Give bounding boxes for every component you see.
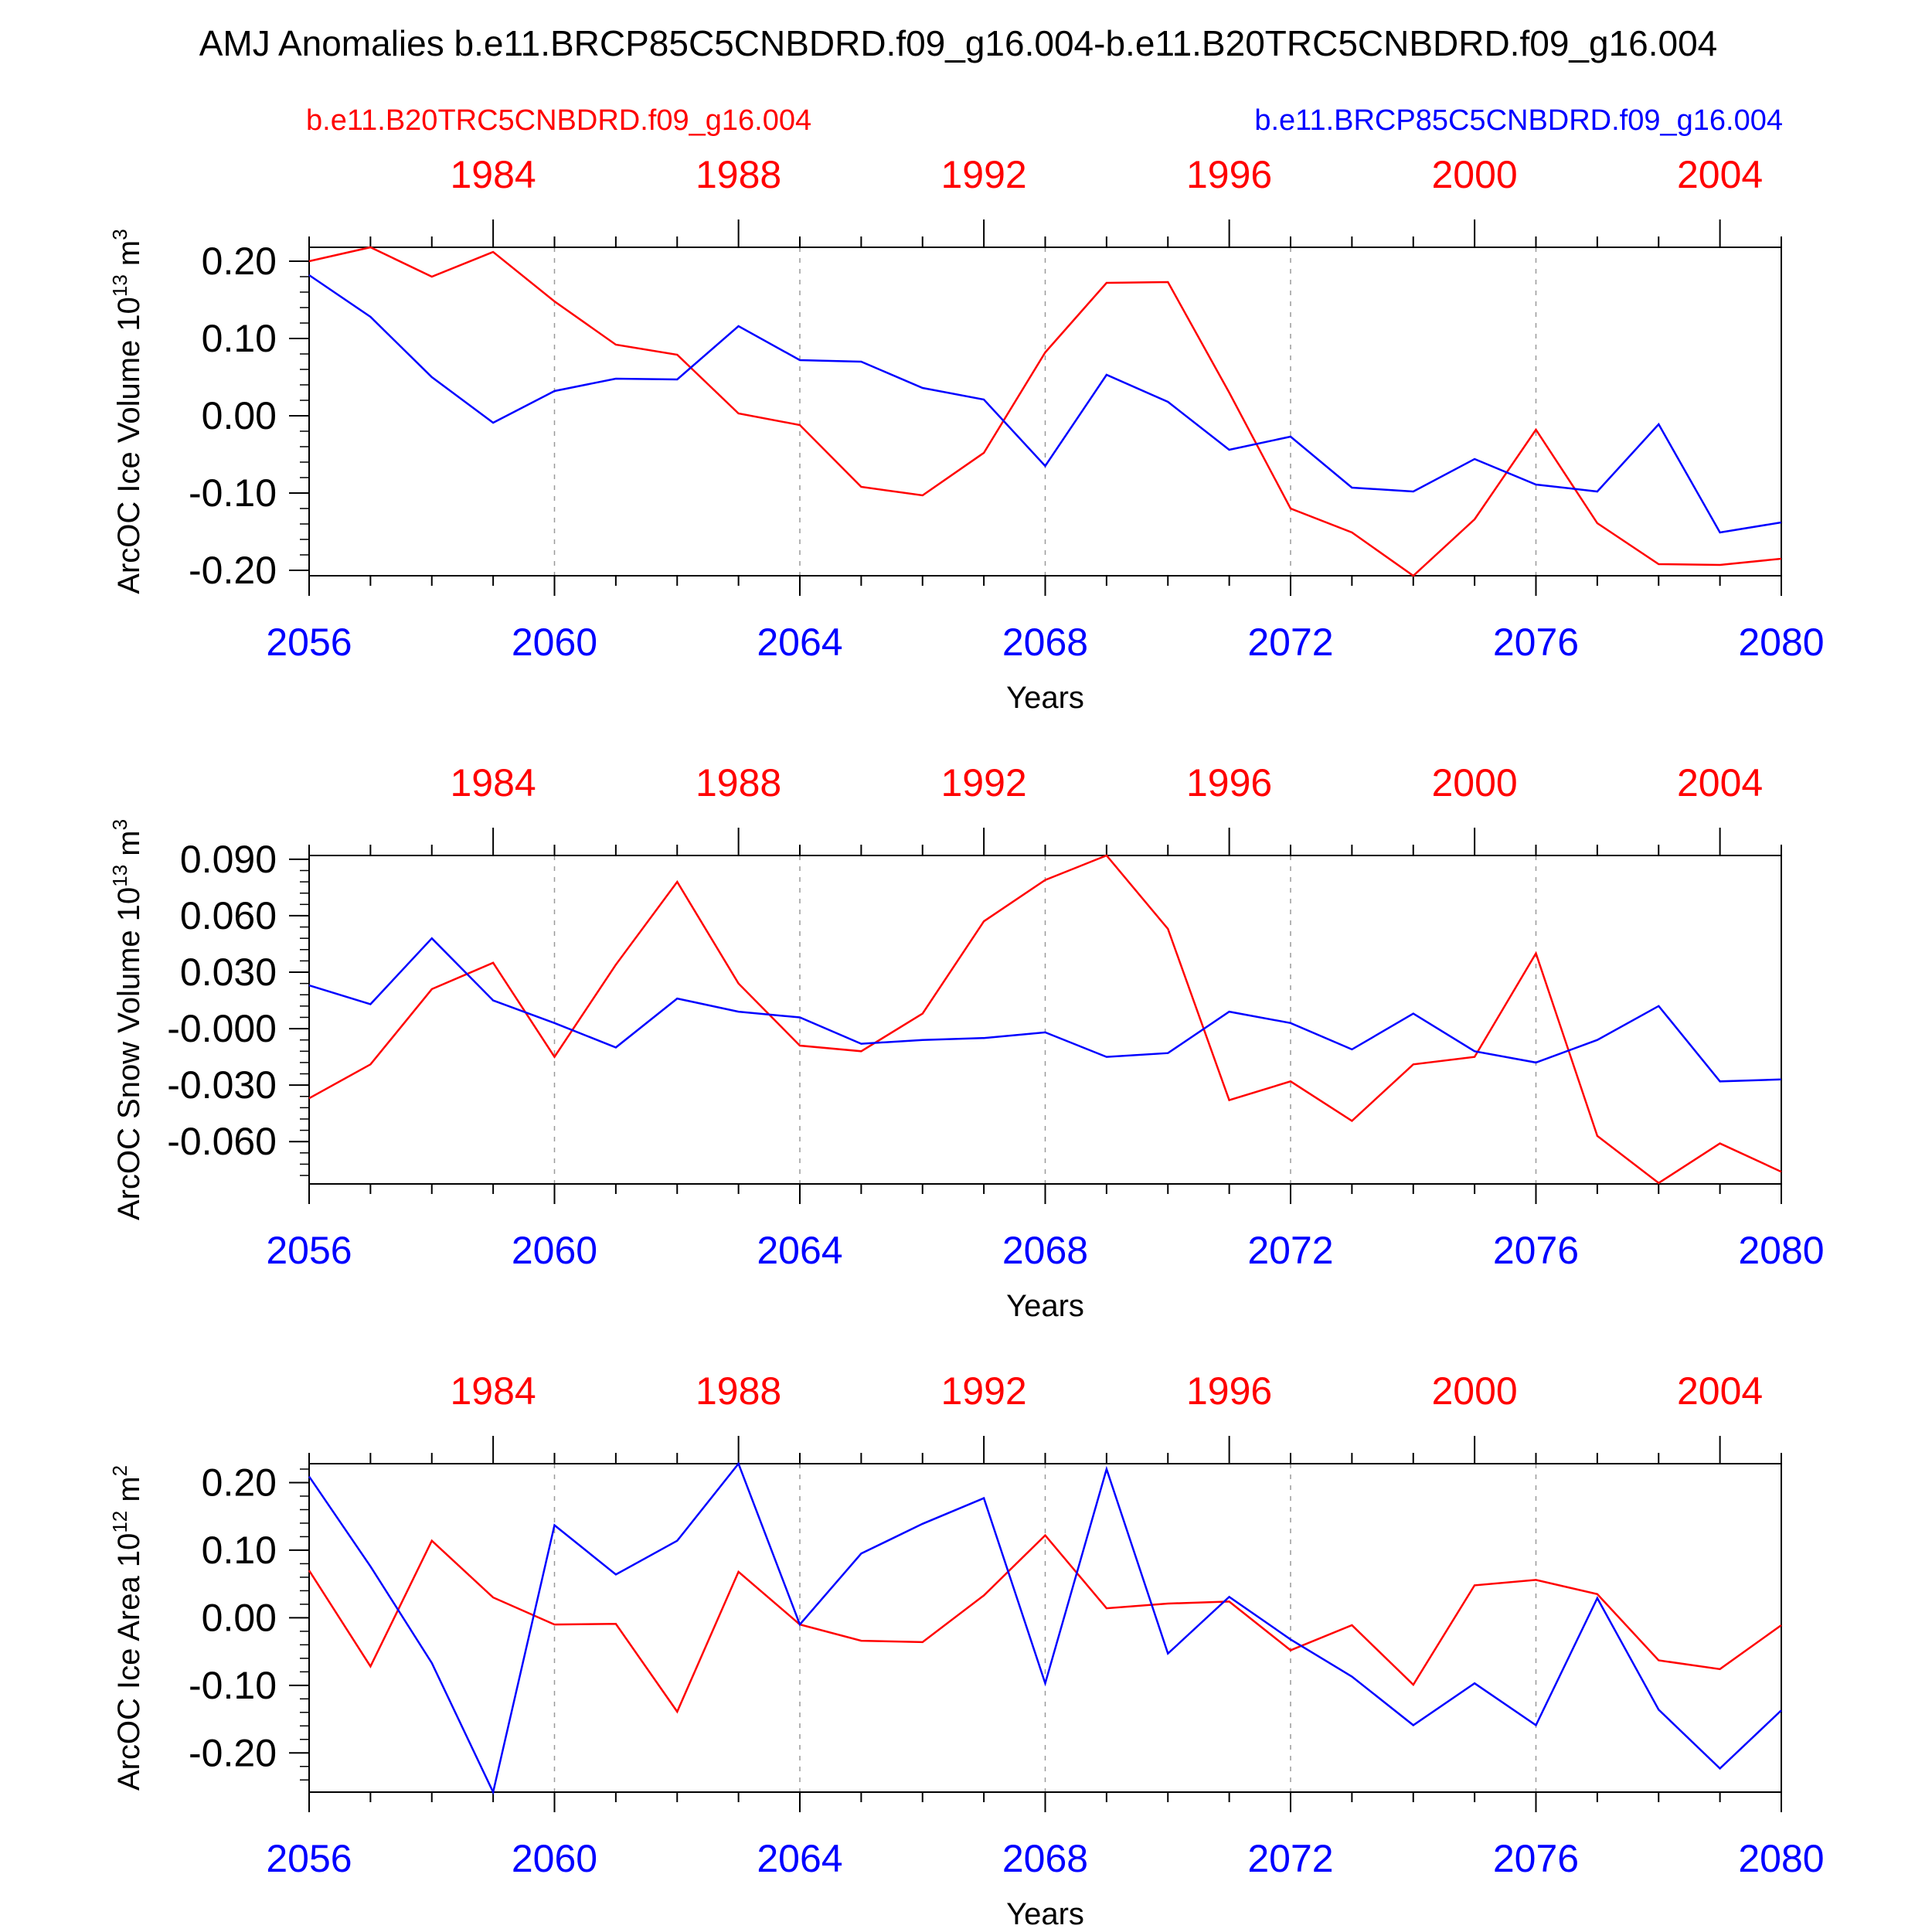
y-axis-label-part-2: m [112, 1476, 146, 1510]
y-axis-label: ArcOC Snow Volume 1013 m3 [108, 819, 146, 1220]
top-tick-label: 1984 [451, 153, 536, 196]
x-tick-label: 2080 [1738, 1229, 1824, 1272]
y-tick-label: 0.20 [202, 240, 277, 283]
top-tick-label: 1988 [696, 1369, 781, 1413]
top-tick-label: 1992 [941, 761, 1027, 804]
top-tick-label: 2004 [1677, 1369, 1763, 1413]
series-line-blue [308, 1461, 1782, 1795]
y-axis-label-part-3: 3 [108, 819, 131, 830]
x-tick-label: 2056 [266, 1229, 352, 1272]
y-axis-label-part-1: 13 [108, 865, 131, 887]
x-axis-label: Years [1006, 681, 1084, 715]
y-tick-label: -0.10 [189, 1664, 277, 1707]
series-line-red [308, 854, 1782, 1185]
x-tick-label: 2064 [757, 621, 842, 664]
top-tick-label: 1984 [451, 1369, 536, 1413]
x-tick-label: 2060 [512, 1229, 597, 1272]
top-tick-label: 2000 [1432, 153, 1518, 196]
x-tick-label: 2080 [1738, 1837, 1824, 1880]
y-axis-label-part-3: 3 [108, 229, 131, 240]
panel-2: 2056 2060 2064 2068 2072 2076 2080 1984 1988 1992… [108, 761, 1825, 1323]
top-tick-label: 1992 [941, 153, 1027, 196]
x-tick-label: 2056 [266, 1837, 352, 1880]
x-tick-label: 2064 [757, 1229, 842, 1272]
x-tick-label: 2056 [266, 621, 352, 664]
panel-3: 2056 2060 2064 2068 2072 2076 2080 1984 1988 1992… [108, 1369, 1825, 1931]
top-tick-label: 1988 [696, 153, 781, 196]
y-axis-label-part-0: ArcOC Ice Area 10 [112, 1533, 146, 1791]
y-tick-label: 0.20 [202, 1461, 277, 1504]
y-tick-label: 0.00 [202, 394, 277, 437]
y-axis-label-part-3: 2 [108, 1465, 131, 1476]
y-axis-label-part-2: m [112, 830, 146, 864]
top-tick-label: 1988 [696, 761, 781, 804]
top-tick-label: 2004 [1677, 761, 1763, 804]
x-tick-label: 2068 [1002, 1837, 1088, 1880]
top-tick-label: 1996 [1186, 761, 1272, 804]
x-tick-label: 2072 [1247, 1837, 1333, 1880]
y-tick-label: 0.10 [202, 1529, 277, 1572]
y-axis-label-part-2: m [112, 240, 146, 274]
y-tick-label: 0.00 [202, 1596, 277, 1639]
series-line-red [308, 246, 1782, 577]
x-tick-label: 2072 [1247, 621, 1333, 664]
y-axis-label-part-1: 13 [108, 274, 131, 297]
top-tick-label: 2004 [1677, 153, 1763, 196]
x-axis-label: Years [1006, 1289, 1084, 1323]
series-line-blue [308, 937, 1782, 1083]
y-tick-label: 0.090 [180, 838, 277, 881]
x-tick-label: 2072 [1247, 1229, 1333, 1272]
x-tick-label: 2060 [512, 1837, 597, 1880]
y-axis-label-part-1: 12 [108, 1511, 131, 1533]
top-tick-label: 2000 [1432, 761, 1518, 804]
legend-red-label: b.e11.B20TRC5CNBDRD.f09_g16.004 [306, 104, 811, 137]
x-tick-label: 2060 [512, 621, 597, 664]
y-axis-label: ArcOC Ice Volume 1013 m3 [108, 229, 146, 594]
top-tick-label: 1996 [1186, 1369, 1272, 1413]
x-tick-label: 2076 [1493, 621, 1579, 664]
panel-1: 2056 2060 2064 2068 2072 2076 2080 1984 1988 1992… [108, 153, 1825, 715]
x-tick-label: 2064 [757, 1837, 842, 1880]
y-tick-label: -0.060 [167, 1120, 277, 1163]
x-tick-label: 2080 [1738, 621, 1824, 664]
top-tick-label: 2000 [1432, 1369, 1518, 1413]
series-line-blue [308, 274, 1782, 534]
top-tick-label: 1992 [941, 1369, 1027, 1413]
top-tick-label: 1984 [451, 761, 536, 804]
y-axis-label-part-0: ArcOC Snow Volume 10 [112, 887, 146, 1220]
legend-blue-label: b.e11.BRCP85C5CNBDRD.f09_g16.004 [1254, 104, 1783, 137]
top-tick-label: 1996 [1186, 153, 1272, 196]
y-tick-label: -0.10 [189, 471, 277, 515]
y-tick-label: 0.060 [180, 894, 277, 937]
chart-title: AMJ Anomalies b.e11.BRCP85C5CNBDRD.f09_g… [199, 23, 1718, 63]
y-tick-label: -0.030 [167, 1063, 277, 1107]
y-tick-label: -0.20 [189, 1731, 277, 1774]
y-tick-label: -0.000 [167, 1007, 277, 1050]
y-tick-label: 0.10 [202, 317, 277, 360]
y-axis-label-part-0: ArcOC Ice Volume 10 [112, 297, 146, 594]
y-tick-label: 0.030 [180, 951, 277, 994]
series-line-red [308, 1533, 1782, 1714]
y-axis-label: ArcOC Ice Area 1012 m2 [108, 1465, 146, 1791]
x-tick-label: 2076 [1493, 1229, 1579, 1272]
x-tick-label: 2076 [1493, 1837, 1579, 1880]
x-axis-label: Years [1006, 1897, 1084, 1931]
y-tick-label: -0.20 [189, 549, 277, 592]
x-tick-label: 2068 [1002, 621, 1088, 664]
x-tick-label: 2068 [1002, 1229, 1088, 1272]
